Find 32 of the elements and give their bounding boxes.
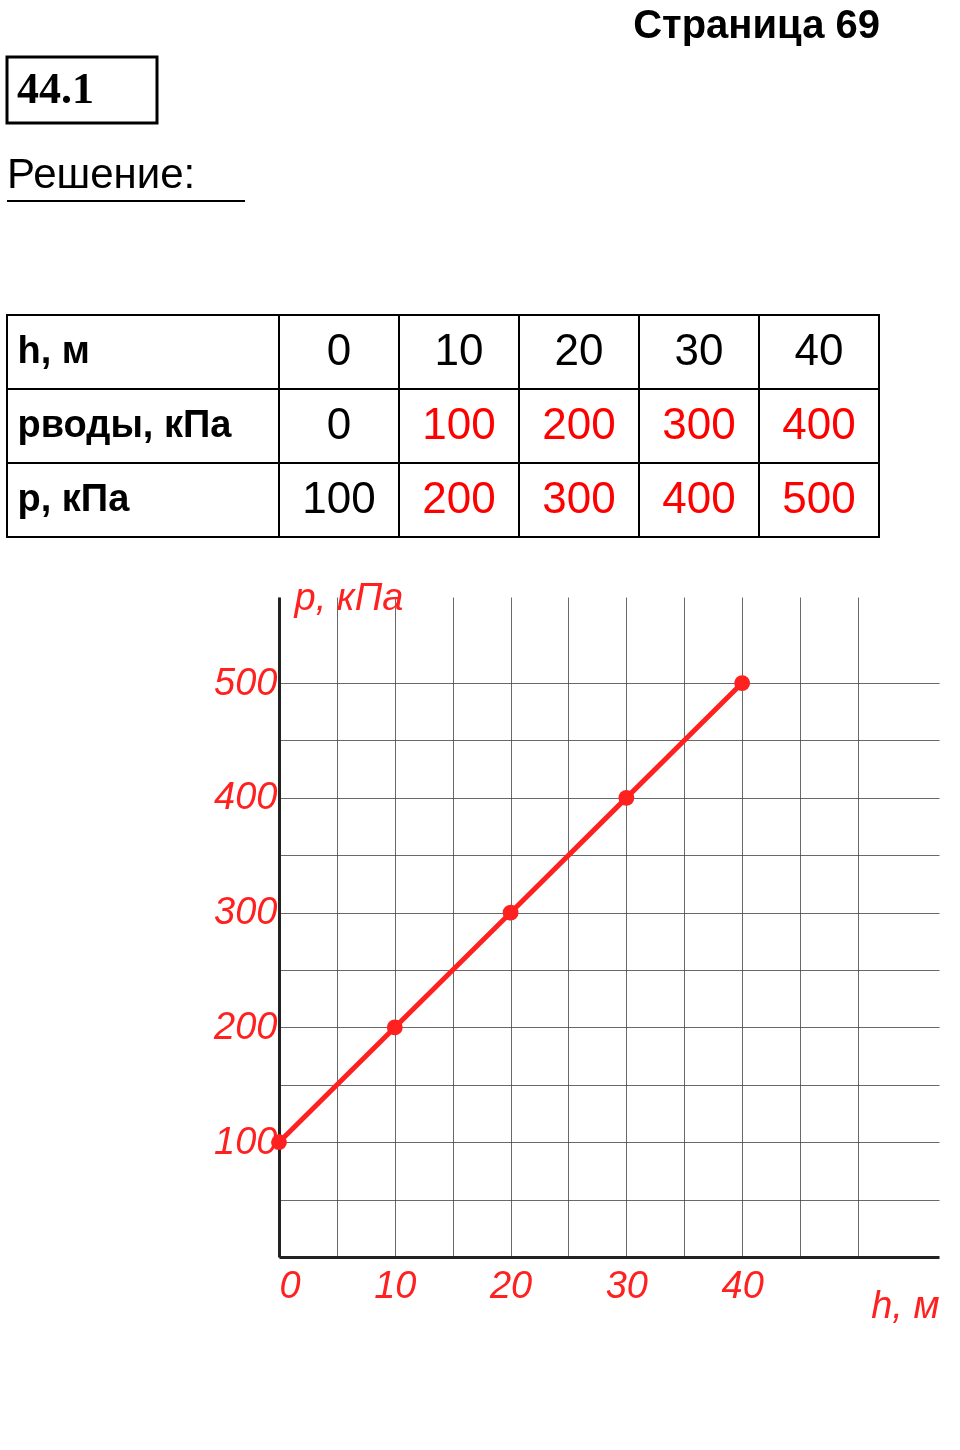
chart-title: Страница 69 (633, 1, 880, 46)
data-label: 200 (422, 473, 496, 522)
y-tick-label: 200 (213, 1004, 278, 1047)
x-tick-label: 20 (488, 1263, 533, 1306)
data-label: 100 (302, 473, 376, 522)
data-label: 500 (782, 473, 856, 522)
text: Решение: (7, 150, 196, 197)
data-label: 300 (542, 473, 616, 522)
y-tick-label: pводы, кПа (17, 403, 233, 445)
data-label: 200 (542, 399, 616, 448)
y-tick-label: 300 (214, 890, 278, 933)
data-label: 300 (662, 399, 736, 448)
y-tick-label: 400 (214, 775, 278, 818)
x-tick-label: 30 (605, 1263, 649, 1306)
data-label: 400 (662, 473, 736, 522)
data-label: 20 (554, 325, 604, 374)
data-label: 0 (326, 399, 352, 448)
data-label: 10 (434, 325, 484, 374)
data-label: 30 (674, 325, 724, 374)
text: 44.1 (17, 64, 94, 113)
data-label: 100 (422, 399, 496, 448)
y-tick-label: h, м (17, 329, 90, 371)
data-label: 40 (794, 325, 844, 374)
x-tick-label: 40 (721, 1263, 764, 1306)
x-axis-title: h, м (871, 1283, 940, 1326)
y-tick-label: p, кПа (17, 477, 131, 519)
y-tick-label: 500 (214, 660, 278, 703)
y-axis-title: p, кПа (293, 575, 404, 618)
data-label: 0 (326, 325, 352, 374)
data-label: 400 (782, 399, 856, 448)
x-tick-label: 10 (374, 1263, 417, 1306)
x-tick-label: 0 (279, 1263, 301, 1306)
